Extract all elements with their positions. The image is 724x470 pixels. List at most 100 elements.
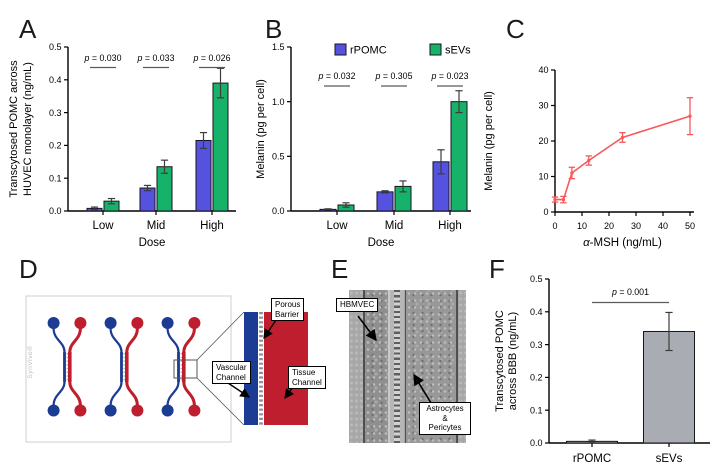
category-label: High bbox=[200, 220, 224, 232]
p-value: p = 0.001 bbox=[611, 287, 649, 297]
panel-label-f: F bbox=[489, 254, 505, 284]
hbmvec-channel bbox=[364, 290, 388, 443]
data-point bbox=[620, 135, 625, 140]
data-point bbox=[688, 114, 692, 118]
channel-wall bbox=[388, 290, 390, 443]
astrocytes-pericytes-label: Astrocytes & Pericytes bbox=[419, 402, 471, 435]
bar-rPOMC-Mid bbox=[376, 191, 394, 212]
vascular-port bbox=[47, 317, 60, 329]
chart-f-bbb-transcytosis: 0.0 0.1 0.2 0.3 0.4 0.5 rPOMC sEVs p = 0.001 Tran… bbox=[495, 274, 710, 465]
outer-band-right bbox=[457, 290, 466, 443]
p-value: p = 0.030 bbox=[84, 53, 122, 63]
data-point bbox=[553, 197, 557, 202]
p-value: p = 0.032 bbox=[318, 71, 356, 81]
chart-c-melanin-msh: 0 10 20 30 40 0 10 20 30 40 50 α-MSH (ng/mL) Melanin… bbox=[483, 65, 695, 249]
tissue-channel-label: Tissue Channel bbox=[288, 366, 326, 389]
category-label: Low bbox=[92, 220, 114, 232]
tissue-port bbox=[131, 404, 144, 417]
bar-sEVs-High bbox=[450, 101, 468, 212]
tissue-port bbox=[74, 404, 87, 417]
y-tick-label: 0.2 bbox=[49, 141, 62, 151]
y-axis-title: Melanin (pg per cell) bbox=[255, 79, 267, 179]
data-point bbox=[587, 158, 591, 163]
vascular-channel-arrow bbox=[227, 382, 251, 398]
panel-label-d: D bbox=[19, 254, 38, 284]
p-value: p = 0.033 bbox=[137, 53, 175, 63]
y-tick-label: 10 bbox=[538, 172, 548, 182]
hbmvec-label: HBMVEC bbox=[336, 298, 379, 312]
chip-brand-text: SynVivo® bbox=[27, 345, 34, 379]
category-label: Low bbox=[326, 220, 348, 232]
channel-wall bbox=[456, 290, 458, 443]
tissue-port bbox=[188, 317, 201, 329]
tissue-channel-label-line1: Tissue bbox=[292, 368, 316, 377]
category-label: sEVs bbox=[656, 453, 683, 465]
y-tick-label: 20 bbox=[538, 136, 548, 146]
x-axis-title: Dose bbox=[368, 237, 395, 249]
leader-line bbox=[196, 311, 245, 361]
x-axis-title: Dose bbox=[139, 237, 166, 249]
y-axis-title: across BBB (ng/mL) bbox=[507, 312, 519, 410]
data-point bbox=[561, 197, 566, 202]
tissue-port bbox=[188, 404, 201, 417]
y-tick-label: 40 bbox=[538, 65, 548, 75]
y-tick-label: 1.0 bbox=[272, 97, 285, 107]
outer-band-left bbox=[349, 290, 363, 443]
leader-line bbox=[196, 377, 245, 426]
y-tick-label: 0.0 bbox=[530, 438, 543, 448]
y-tick-label: 0.0 bbox=[272, 206, 285, 216]
y-tick-label: 0.4 bbox=[530, 307, 543, 317]
legend-label: rPOMC bbox=[350, 45, 387, 57]
legend-swatch bbox=[429, 43, 442, 56]
vascular-port bbox=[104, 317, 117, 329]
y-axis-title: HUVEC monolayer (ng/mL) bbox=[22, 62, 34, 196]
channel-wall bbox=[363, 290, 365, 443]
legend-label: sEVs bbox=[445, 45, 471, 57]
barrier-gap-right bbox=[399, 290, 404, 443]
data-point bbox=[570, 171, 574, 175]
bar-rPOMC-High bbox=[195, 139, 212, 212]
y-tick-label: 0.1 bbox=[530, 405, 543, 415]
p-value: p = 0.023 bbox=[431, 71, 469, 81]
astrocytes-label-line1: Astrocytes bbox=[426, 404, 464, 413]
data-line bbox=[555, 115, 691, 201]
panel-label-b: B bbox=[265, 14, 283, 44]
y-axis-title: Transcytosed POMC bbox=[495, 310, 506, 412]
y-tick-label: 1.5 bbox=[272, 42, 285, 52]
y-tick-label: 0.5 bbox=[49, 42, 62, 52]
tissue-port bbox=[131, 317, 144, 329]
legend-swatch bbox=[334, 43, 347, 56]
y-tick-label: 0.5 bbox=[530, 274, 543, 284]
vascular-port bbox=[161, 317, 174, 329]
category-label: High bbox=[438, 220, 462, 232]
x-axis-title: α-MSH (ng/mL) bbox=[583, 237, 662, 249]
panel-label-e: E bbox=[331, 254, 349, 284]
vascular-port bbox=[161, 404, 174, 417]
x-tick-label: 20 bbox=[604, 221, 614, 231]
x-tick-label: 40 bbox=[658, 221, 668, 231]
panel-label-a: A bbox=[19, 14, 37, 44]
vascular-channel-label: Vascular Channel bbox=[212, 361, 251, 384]
porous-barrier-label-line1: Porous bbox=[275, 300, 301, 309]
category-label: rPOMC bbox=[573, 453, 611, 465]
panel-label-c: C bbox=[506, 14, 525, 44]
zoom-rect bbox=[173, 359, 198, 379]
bar-sEVs-High bbox=[212, 82, 229, 212]
y-tick-label: 0.0 bbox=[49, 206, 62, 216]
p-value: p = 0.305 bbox=[375, 71, 413, 81]
astrocytes-label-line2: & bbox=[442, 413, 448, 423]
category-label: Mid bbox=[385, 220, 404, 232]
tissue-port bbox=[74, 317, 87, 329]
p-value: p = 0.026 bbox=[193, 53, 231, 63]
astrocytes-label-line3: Pericytes bbox=[428, 423, 462, 432]
porous-barrier-arrow bbox=[263, 319, 277, 340]
vascular-port bbox=[104, 404, 117, 417]
y-tick-label: 30 bbox=[538, 101, 548, 111]
tissue-channel-label-line2: Channel bbox=[292, 377, 322, 387]
y-axis-title: Transcytosed POMC across bbox=[8, 60, 20, 198]
y-tick-label: 0.3 bbox=[530, 340, 543, 350]
y-tick-label: 0.2 bbox=[530, 373, 543, 383]
porous-barrier-label: Porous Barrier bbox=[271, 298, 305, 321]
chip-diagram bbox=[25, 295, 308, 443]
